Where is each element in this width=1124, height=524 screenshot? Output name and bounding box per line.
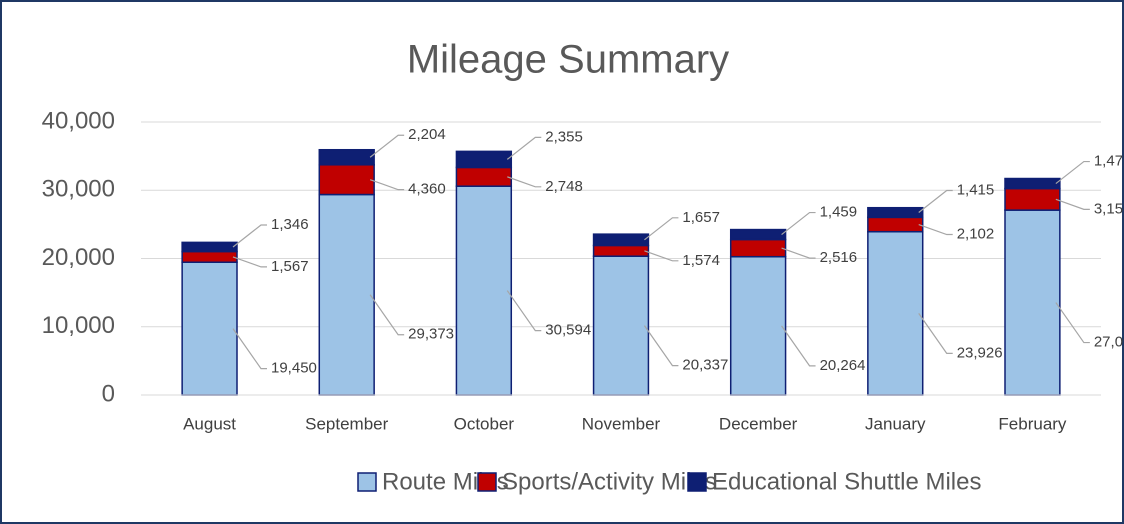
- data-label: 2,102: [957, 226, 995, 243]
- leader-line: [369, 179, 405, 191]
- data-label: 3,157: [1094, 200, 1124, 217]
- bar-segment: [181, 261, 238, 396]
- data-label: 1,472: [1094, 153, 1124, 170]
- leader-line: [506, 290, 542, 332]
- leader-line: [506, 136, 542, 160]
- bar-segment: [592, 244, 650, 257]
- y-tick-label: 0: [102, 380, 115, 407]
- leader-line: [643, 325, 679, 367]
- x-tick-label: November: [582, 414, 661, 433]
- legend-swatch: [357, 472, 377, 492]
- bar-segment: [181, 241, 238, 253]
- leader-line: [1055, 160, 1090, 185]
- bar-segment: [181, 250, 238, 264]
- leader-line: [232, 328, 267, 370]
- x-tick-label: September: [305, 414, 388, 433]
- x-tick-label: October: [454, 414, 515, 433]
- bar-segment: [318, 164, 375, 196]
- data-label: 1,574: [682, 252, 720, 269]
- leader-line: [781, 247, 816, 259]
- data-label: 2,355: [545, 128, 583, 145]
- bar-segment: [729, 255, 787, 396]
- data-label: 1,415: [957, 181, 995, 198]
- data-label: 1,459: [820, 204, 858, 221]
- y-tick-label: 10,000: [42, 312, 115, 339]
- bar-segment: [1004, 177, 1061, 190]
- data-label: 4,360: [408, 181, 446, 198]
- data-label: 23,926: [957, 344, 1003, 361]
- leader-line: [507, 176, 542, 188]
- data-label: 1,657: [682, 209, 720, 226]
- leader-line: [1055, 198, 1090, 210]
- legend-swatch: [687, 472, 707, 492]
- data-label: 27,090: [1094, 334, 1124, 351]
- leader-line: [369, 294, 405, 336]
- bar-segment: [318, 148, 375, 166]
- y-tick-label: 20,000: [42, 244, 115, 271]
- x-tick-label: August: [183, 414, 236, 433]
- leader-line: [644, 250, 679, 262]
- data-label: 2,748: [545, 178, 583, 195]
- leader-line: [232, 256, 267, 268]
- bar-segment: [729, 228, 787, 241]
- data-label: 1,567: [271, 258, 309, 275]
- leader-line: [232, 224, 267, 248]
- leader-line: [781, 211, 816, 236]
- leader-line: [1055, 302, 1090, 344]
- bar-segment: [592, 255, 650, 396]
- bar-segment: [318, 193, 375, 396]
- leader-line: [781, 325, 816, 367]
- bar-segment: [729, 238, 787, 258]
- bar-segment: [455, 150, 513, 169]
- leader-line: [918, 313, 953, 354]
- data-label: 29,373: [408, 326, 454, 343]
- bar-segment: [867, 216, 924, 233]
- bar-segment: [1004, 187, 1061, 211]
- y-tick-label: 40,000: [42, 107, 115, 134]
- y-tick-label: 30,000: [42, 176, 115, 203]
- x-tick-label: January: [865, 414, 926, 433]
- chart-title: Mileage Summary: [407, 38, 729, 82]
- data-label: 2,516: [820, 249, 858, 266]
- data-label: 1,346: [271, 216, 309, 233]
- leader-line: [369, 134, 405, 158]
- x-tick-label: December: [719, 414, 798, 433]
- leader-line: [644, 217, 679, 241]
- legend-label: Educational Shuttle Miles: [712, 468, 981, 495]
- leader-line: [918, 223, 953, 236]
- data-label: 30,594: [545, 322, 591, 339]
- bar-segment: [592, 233, 650, 247]
- data-label: 20,264: [820, 357, 866, 374]
- bar-segment: [455, 185, 513, 396]
- x-tick-label: February: [998, 414, 1067, 433]
- data-label: 20,337: [682, 357, 728, 374]
- bar-segment: [867, 206, 924, 219]
- data-label: 2,204: [408, 126, 446, 143]
- leader-line: [918, 189, 953, 214]
- legend-swatch: [477, 472, 497, 492]
- bar-segment: [1004, 209, 1061, 396]
- legend-label: Sports/Activity Miles: [502, 468, 717, 495]
- bar-segment: [867, 230, 924, 396]
- bar-segment: [455, 166, 513, 187]
- data-label: 19,450: [271, 360, 317, 377]
